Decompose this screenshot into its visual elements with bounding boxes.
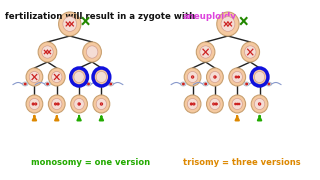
Circle shape [29,71,40,83]
Circle shape [26,68,43,86]
Circle shape [206,95,223,113]
Ellipse shape [204,83,207,85]
Ellipse shape [22,82,28,86]
Ellipse shape [244,82,249,86]
Circle shape [63,17,77,31]
Circle shape [71,68,87,86]
Circle shape [210,98,220,110]
Circle shape [29,98,40,110]
Circle shape [232,98,243,110]
Ellipse shape [180,82,186,86]
Circle shape [38,42,57,62]
Ellipse shape [24,83,27,85]
Circle shape [74,71,84,83]
Circle shape [244,46,256,58]
Ellipse shape [203,82,208,86]
Circle shape [52,98,62,110]
Text: monosomy = one version: monosomy = one version [31,158,150,167]
Ellipse shape [108,82,114,86]
Text: trisomy = three versions: trisomy = three versions [183,158,301,167]
Circle shape [59,12,81,36]
Ellipse shape [109,83,112,85]
Ellipse shape [87,83,90,85]
Circle shape [251,68,268,86]
Circle shape [254,71,265,83]
Text: fertilization will result in a zygote with: fertilization will result in a zygote wi… [5,12,198,21]
Circle shape [210,71,220,83]
Ellipse shape [182,83,185,85]
Ellipse shape [266,82,272,86]
Circle shape [74,98,84,110]
Circle shape [48,95,65,113]
Circle shape [93,95,110,113]
Circle shape [86,46,98,58]
Circle shape [200,46,212,58]
Circle shape [229,68,246,86]
Circle shape [52,71,62,83]
Text: aneuploidy: aneuploidy [182,12,236,21]
Circle shape [83,42,101,62]
Circle shape [71,95,87,113]
Circle shape [93,68,110,86]
Circle shape [48,68,65,86]
Circle shape [206,68,223,86]
Circle shape [232,71,243,83]
Circle shape [184,68,201,86]
Circle shape [42,46,53,58]
Circle shape [229,95,246,113]
Circle shape [221,17,235,31]
Circle shape [184,95,201,113]
Circle shape [254,98,265,110]
Circle shape [188,98,198,110]
Circle shape [188,71,198,83]
Circle shape [241,42,260,62]
Circle shape [26,95,43,113]
Circle shape [96,71,107,83]
Ellipse shape [46,83,49,85]
Circle shape [96,98,107,110]
Circle shape [196,42,215,62]
Ellipse shape [245,83,248,85]
Ellipse shape [85,82,91,86]
Ellipse shape [267,83,270,85]
Ellipse shape [45,82,50,86]
Circle shape [251,95,268,113]
Circle shape [217,12,239,36]
